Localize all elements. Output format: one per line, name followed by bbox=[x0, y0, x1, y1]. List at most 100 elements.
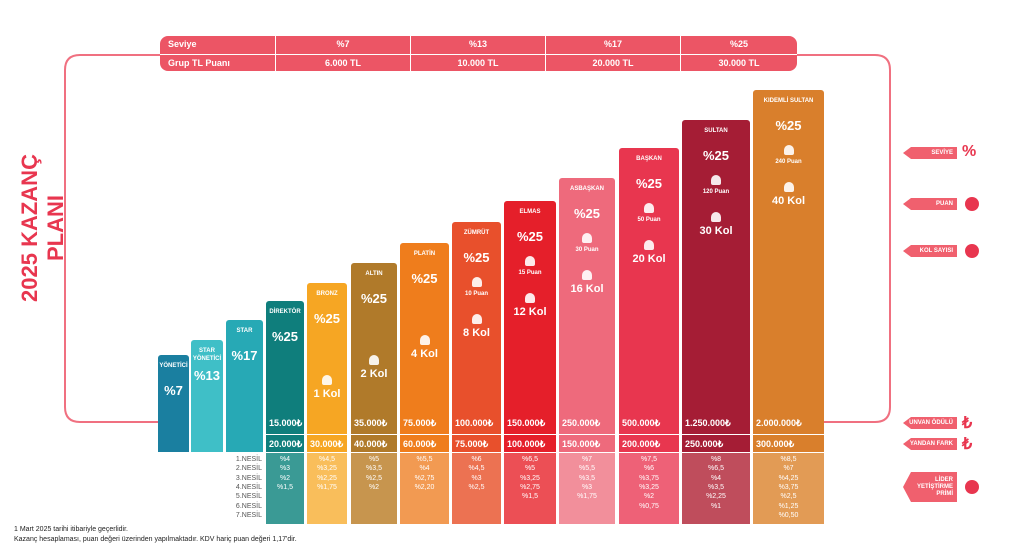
legend-label: KOL SAYISI bbox=[903, 245, 957, 257]
generation-value: %4 bbox=[419, 465, 430, 473]
generation-value: %6 bbox=[643, 465, 655, 473]
people-icon bbox=[369, 355, 379, 365]
generation-value: %7 bbox=[581, 456, 593, 463]
bonus-separator bbox=[619, 434, 679, 435]
table-cell: %17 bbox=[545, 36, 680, 54]
rank-side-bonus: 100.000₺ bbox=[507, 439, 546, 449]
generation-value: %6 bbox=[471, 456, 482, 463]
generation-value: %3,75 bbox=[639, 474, 659, 482]
legend-icon bbox=[965, 244, 979, 258]
rank-branches: 12 Kol bbox=[513, 306, 547, 318]
rank-percent: %25 bbox=[775, 118, 802, 133]
rank-name: ALTIN bbox=[365, 271, 383, 277]
generation-block bbox=[452, 453, 501, 524]
generation-value: %3,25 bbox=[639, 483, 659, 491]
rank-side-bonus: 75.000₺ bbox=[455, 439, 489, 449]
rank-branches: 4 Kol bbox=[411, 348, 438, 360]
bonus-separator bbox=[753, 434, 824, 435]
rank-side-bonus: 250.000₺ bbox=[685, 439, 724, 449]
rank-name: ASBAŞKAN bbox=[569, 186, 604, 192]
rank-branches: 40 Kol bbox=[771, 195, 805, 207]
trophy-icon bbox=[711, 175, 721, 185]
legend-icon bbox=[965, 197, 979, 211]
rank-name: PLATİN bbox=[413, 251, 436, 257]
people-icon bbox=[711, 212, 721, 222]
generation-value: %2,25 bbox=[317, 474, 337, 482]
trophy-icon bbox=[582, 233, 592, 243]
rank-name: SULTAN bbox=[704, 128, 728, 134]
table-cell: 20.000 TL bbox=[545, 53, 680, 71]
rank-percent: %25 bbox=[573, 206, 601, 221]
generation-value: %5 bbox=[524, 465, 536, 473]
trophy-icon bbox=[644, 203, 654, 213]
generation-value: %1,75 bbox=[577, 493, 597, 501]
rank-award: 500.000₺ bbox=[622, 418, 661, 428]
bonus-separator bbox=[559, 434, 615, 435]
generation-value: %7 bbox=[783, 465, 794, 473]
rank-percent: %25 bbox=[516, 229, 544, 244]
rank-branches: 16 Kol bbox=[570, 283, 604, 295]
generation-value: %5,5 bbox=[579, 465, 595, 473]
rank-branches: 1 Kol bbox=[313, 388, 341, 400]
generation-value: %6,5 bbox=[522, 456, 538, 463]
generation-block bbox=[400, 453, 449, 524]
generation-value: %2,75 bbox=[520, 483, 540, 491]
rank-name: STAR bbox=[236, 328, 253, 334]
rank-branches: 20 Kol bbox=[632, 253, 666, 265]
generation-value: %3 bbox=[471, 474, 482, 482]
rank-percent: %7 bbox=[164, 383, 183, 398]
trophy-icon bbox=[471, 277, 482, 287]
rank-side-bonus: 30.000₺ bbox=[310, 439, 344, 449]
footnote: Kazanç hesaplaması, puan değeri üzerinde… bbox=[14, 536, 297, 543]
rank-award: 150.000₺ bbox=[507, 418, 546, 428]
rank-name: KIDEMLİ SULTAN bbox=[763, 98, 814, 104]
rank-award: 75.000₺ bbox=[403, 418, 437, 428]
table-cell: 30.000 TL bbox=[680, 53, 797, 71]
trophy-icon bbox=[783, 145, 794, 155]
rank-bar bbox=[559, 178, 615, 452]
rank-bar bbox=[452, 222, 501, 452]
rank-points: 50 Puan bbox=[637, 217, 661, 223]
rank-side-bonus: 150.000₺ bbox=[562, 439, 601, 449]
footnote: 1 Mart 2025 tarihi itibariyle geçerlidir… bbox=[14, 526, 128, 533]
rank-award: 1.250.000₺ bbox=[685, 418, 731, 428]
rank-points: 30 Puan bbox=[575, 247, 599, 253]
legend-label: SEVİYE bbox=[903, 147, 957, 159]
generation-value: %3 bbox=[581, 483, 593, 491]
rank-bar bbox=[504, 201, 556, 452]
table-cell: %13 bbox=[410, 36, 545, 54]
rank-percent: %13 bbox=[193, 368, 221, 383]
generation-label: 7.NESİL bbox=[235, 511, 262, 519]
rank-side-bonus: 20.000₺ bbox=[269, 439, 303, 449]
legend-label: UNVAN ÖDÜLÜ bbox=[903, 417, 957, 429]
rank-bar bbox=[619, 148, 679, 452]
generation-block bbox=[682, 453, 750, 524]
generation-value: %2 bbox=[643, 493, 655, 501]
generation-value: %2,5 bbox=[780, 493, 797, 501]
generation-value: %2,5 bbox=[468, 483, 485, 491]
plan-title: 2025 KAZANÇ PLANI bbox=[17, 154, 68, 302]
table-cell: 6.000 TL bbox=[275, 53, 410, 71]
generation-value: %1,5 bbox=[522, 493, 538, 501]
generation-block bbox=[307, 453, 347, 524]
generation-value: %4,5 bbox=[468, 465, 485, 473]
rank-points: 15 Puan bbox=[518, 270, 542, 276]
people-icon bbox=[582, 270, 592, 280]
generation-value: %2,20 bbox=[414, 483, 435, 491]
people-icon bbox=[471, 314, 482, 324]
rank-award: 15.000₺ bbox=[269, 418, 303, 428]
rank-name: DİREKTÖR bbox=[269, 309, 301, 315]
rank-percent: %25 bbox=[702, 148, 730, 163]
table-cell: %25 bbox=[680, 36, 797, 54]
rank-award: 100.000₺ bbox=[455, 418, 494, 428]
rank-percent: %17 bbox=[231, 348, 258, 363]
people-icon bbox=[525, 293, 535, 303]
generation-label: 5.NESİL bbox=[235, 493, 262, 501]
table-cell: 10.000 TL bbox=[410, 53, 545, 71]
rank-bar bbox=[266, 301, 304, 452]
rank-name: STAR YÖNETİCİ bbox=[192, 348, 222, 362]
generation-value: %4 bbox=[279, 456, 291, 463]
generation-value: %2 bbox=[368, 483, 380, 491]
rank-name: BAŞKAN bbox=[636, 156, 662, 162]
rank-name: ZÜMRÜT bbox=[463, 230, 490, 236]
